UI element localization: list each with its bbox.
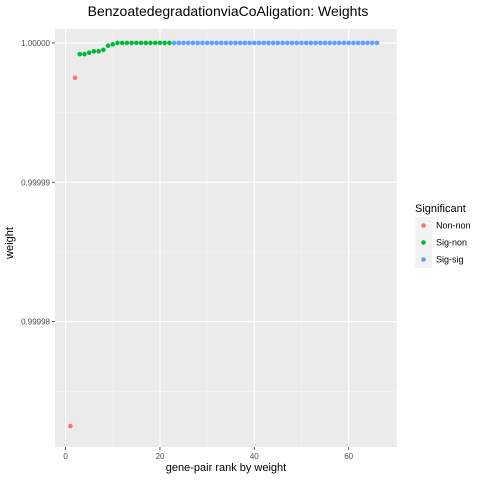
data-point <box>327 40 333 46</box>
legend-dot <box>421 257 426 262</box>
legend-item-non-non: Non-non <box>415 217 471 234</box>
series-non-non <box>68 75 78 429</box>
data-point <box>195 40 200 46</box>
data-point <box>299 40 304 46</box>
data-point <box>346 40 351 46</box>
legend-item-sig-non: Sig-non <box>415 234 467 251</box>
data-point <box>176 40 182 46</box>
data-point <box>256 40 262 46</box>
data-point <box>318 40 323 46</box>
data-point <box>332 40 337 46</box>
data-point <box>152 40 158 46</box>
data-point <box>252 40 257 46</box>
series-sig-sig <box>171 40 380 46</box>
data-point <box>360 40 366 46</box>
data-point <box>369 40 375 46</box>
data-point <box>218 40 224 46</box>
data-point <box>294 40 300 46</box>
data-point <box>105 43 111 49</box>
data-point <box>185 40 191 46</box>
x-axis: 0 20 40 60 <box>63 447 354 461</box>
data-point <box>148 40 153 46</box>
data-point <box>355 40 361 46</box>
x-axis-title: gene-pair rank by weight <box>166 462 286 474</box>
legend-label: Non-non <box>436 221 471 231</box>
data-point <box>86 50 92 55</box>
y-axis-title: weight <box>4 227 16 260</box>
chart-title: BenzoatedegradationviaCoAligation: Weigh… <box>88 3 369 19</box>
data-point <box>336 40 342 46</box>
data-point <box>157 40 163 46</box>
data-point <box>110 42 116 47</box>
x-tick-label: 20 <box>156 452 165 461</box>
data-point <box>119 40 125 46</box>
data-point <box>129 40 134 46</box>
x-tick-label: 0 <box>63 452 68 461</box>
legend-item-sig-sig: Sig-sig <box>415 251 464 268</box>
legend-title: Significant <box>415 203 466 215</box>
data-point <box>237 40 243 46</box>
data-point <box>167 40 172 46</box>
y-tick-label: 1.00000 <box>21 39 50 48</box>
data-point <box>115 40 120 46</box>
minor-gridlines <box>55 29 397 447</box>
data-point <box>285 40 290 46</box>
data-point <box>101 47 106 53</box>
data-point <box>303 40 309 46</box>
data-point <box>190 40 196 46</box>
x-tick-label: 40 <box>250 452 259 461</box>
data-point <box>322 40 328 46</box>
data-point <box>223 40 229 46</box>
data-point <box>233 40 238 46</box>
data-point <box>266 40 271 46</box>
data-point <box>134 40 139 46</box>
data-point <box>289 40 295 46</box>
data-point <box>351 40 356 46</box>
data-point <box>91 48 97 54</box>
legend-label: Sig-non <box>436 238 467 248</box>
y-axis: 0.99998 0.99999 1.00000 <box>21 39 55 327</box>
data-point <box>341 40 347 46</box>
data-point <box>138 40 144 46</box>
data-points <box>68 40 380 429</box>
series-sig-non <box>77 40 172 57</box>
legend: Significant Non-non Sig-non Sig-sig <box>415 203 471 268</box>
y-tick-label: 0.99999 <box>21 178 50 187</box>
legend-label: Sig-sig <box>436 255 464 265</box>
data-point <box>228 40 234 46</box>
data-point <box>261 40 267 46</box>
data-point <box>124 40 130 46</box>
data-point <box>68 423 73 429</box>
data-point <box>72 75 78 81</box>
data-point <box>200 40 205 46</box>
data-point <box>181 40 186 46</box>
x-tick-label: 60 <box>344 452 353 461</box>
data-point <box>270 40 276 46</box>
data-point <box>143 40 149 46</box>
data-point <box>77 51 83 57</box>
legend-dot <box>421 223 426 228</box>
y-tick-label: 0.99998 <box>21 318 50 327</box>
data-point <box>308 40 314 46</box>
data-point <box>96 48 101 54</box>
data-point <box>280 40 285 46</box>
data-point <box>162 40 167 46</box>
data-point <box>365 40 370 46</box>
plot-panel <box>55 29 397 447</box>
legend-items: Non-non Sig-non Sig-sig <box>415 217 471 268</box>
data-point <box>275 40 281 46</box>
data-point <box>374 40 380 46</box>
data-point <box>242 40 248 46</box>
data-point <box>82 51 87 57</box>
legend-dot <box>421 240 426 245</box>
data-point <box>171 40 177 46</box>
data-point <box>209 40 215 46</box>
data-point <box>247 40 252 46</box>
data-point <box>204 40 210 46</box>
data-point <box>214 40 219 46</box>
data-point <box>313 40 318 46</box>
